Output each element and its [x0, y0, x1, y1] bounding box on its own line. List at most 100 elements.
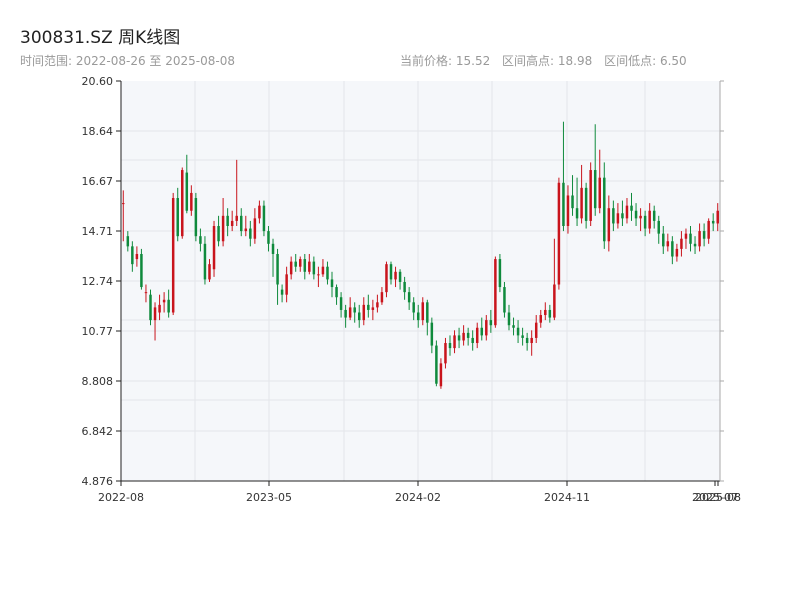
- candle-body: [489, 320, 493, 326]
- candle-body: [711, 220, 715, 224]
- candle-body: [330, 279, 334, 288]
- candle: [308, 253, 311, 275]
- candle: [167, 289, 170, 318]
- candle-body: [689, 233, 692, 244]
- candle-body: [498, 259, 502, 288]
- candle-body: [716, 210, 719, 224]
- candle-body: [698, 231, 701, 247]
- candle: [662, 226, 665, 254]
- y-tick-label: 12.74: [82, 275, 114, 288]
- candle-body: [485, 320, 488, 336]
- candle-body: [675, 248, 679, 257]
- candle: [122, 190, 125, 242]
- candle: [503, 281, 506, 318]
- current-price: 当前价格: 15.52: [400, 54, 491, 68]
- candle-body: [693, 243, 697, 247]
- candle-body: [439, 363, 443, 387]
- candle-body: [208, 264, 211, 280]
- candle-body: [135, 253, 139, 260]
- candle: [698, 223, 701, 252]
- candle: [507, 304, 511, 331]
- candle: [634, 203, 638, 227]
- candle-body: [339, 297, 343, 310]
- candle-body: [448, 343, 452, 349]
- candle: [158, 294, 161, 321]
- candle: [584, 182, 588, 229]
- candle: [539, 309, 543, 328]
- candle-body: [598, 177, 601, 209]
- candle-body: [258, 205, 261, 219]
- candle-body: [643, 215, 647, 229]
- candle-body: [403, 281, 406, 293]
- candle-body: [516, 327, 520, 336]
- candle: [457, 327, 461, 349]
- candle-body: [444, 343, 447, 364]
- candle-body: [357, 312, 361, 321]
- candle: [639, 208, 642, 232]
- candle-body: [566, 195, 570, 227]
- candle: [680, 231, 683, 257]
- candle-body: [126, 236, 130, 247]
- candle: [199, 228, 202, 252]
- y-tick-label: 18.64: [82, 125, 114, 138]
- candle-body: [507, 312, 511, 326]
- candle-body: [589, 170, 592, 221]
- candle: [430, 317, 434, 354]
- candle: [389, 261, 393, 285]
- candle-body: [221, 215, 225, 242]
- candle: [171, 192, 175, 316]
- candle-body: [616, 213, 620, 224]
- x-tick-label: 2023-05: [246, 491, 292, 504]
- candle-body: [380, 292, 384, 303]
- candle: [348, 297, 352, 321]
- candle: [671, 236, 674, 265]
- candle-body: [412, 302, 415, 313]
- candle-body: [539, 315, 543, 323]
- candle: [176, 187, 179, 242]
- candle: [262, 200, 266, 237]
- candle: [149, 289, 152, 326]
- candle-body: [312, 261, 316, 275]
- candle-body: [548, 309, 552, 318]
- price-stats: 当前价格: 15.52 区间高点: 18.98 区间低点: 6.50: [400, 52, 695, 69]
- candle: [530, 330, 533, 356]
- candle: [448, 335, 452, 356]
- x-tick-label: 2025-08: [695, 491, 741, 504]
- candle-body: [280, 289, 284, 295]
- candle: [707, 218, 710, 244]
- candle: [140, 248, 143, 290]
- candle: [444, 337, 447, 369]
- candle: [593, 124, 597, 216]
- candle: [285, 266, 288, 303]
- candle: [344, 304, 347, 328]
- candle-body: [625, 205, 629, 219]
- candle-body: [122, 203, 125, 205]
- candle: [144, 284, 148, 303]
- candle-body: [394, 271, 397, 280]
- candle-body: [466, 332, 470, 338]
- candle: [435, 340, 438, 387]
- candle: [294, 253, 297, 272]
- candle-body: [194, 198, 198, 237]
- candle-body: [603, 177, 606, 242]
- candle: [562, 121, 565, 232]
- range-low: 区间低点: 6.50: [604, 54, 687, 68]
- candle: [321, 259, 325, 277]
- candle: [475, 322, 479, 349]
- candle: [253, 208, 257, 244]
- candle-body: [630, 205, 633, 211]
- candle-body: [462, 332, 465, 341]
- candle: [326, 261, 329, 285]
- candle: [240, 208, 243, 237]
- candle-body: [371, 307, 375, 310]
- candle: [412, 297, 415, 321]
- candle: [485, 315, 488, 341]
- y-tick-label: 6.842: [82, 425, 114, 438]
- y-tick-label: 16.67: [82, 175, 114, 188]
- candle-body: [298, 259, 302, 267]
- candle: [380, 287, 384, 305]
- candle: [557, 177, 561, 290]
- candle: [598, 149, 601, 214]
- candle: [648, 203, 651, 234]
- candle: [603, 162, 606, 249]
